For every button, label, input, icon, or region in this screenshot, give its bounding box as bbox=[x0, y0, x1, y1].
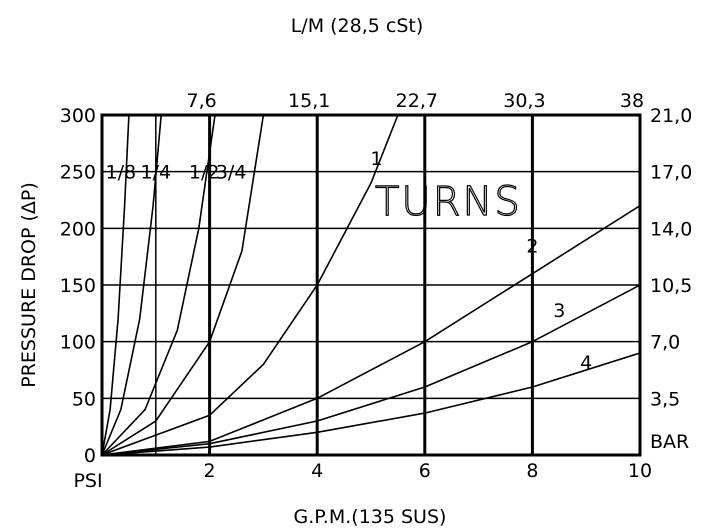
turns-annotation: TURNS bbox=[375, 179, 522, 225]
top-tick-label: 7,6 bbox=[186, 90, 216, 112]
chart-title: L/M (28,5 cSt) bbox=[291, 15, 424, 37]
curves: 1/8 1/4 1/23/4 1 2 3 4 bbox=[101, 114, 641, 456]
curve-label: 1/4 bbox=[141, 162, 172, 184]
x-tick-label: 6 bbox=[419, 460, 431, 482]
plot-frame bbox=[100, 113, 642, 457]
curve-1 bbox=[101, 114, 399, 456]
right-tick-label: 17,0 bbox=[650, 162, 692, 184]
x-tick-label: 4 bbox=[311, 460, 323, 482]
top-tick-label: 22,7 bbox=[396, 90, 438, 112]
curve-1-8 bbox=[101, 114, 130, 456]
y-tick-label: 250 bbox=[60, 162, 96, 184]
tick-labels: 0 50 100 150 200 250 300 2 4 6 8 10 7,6 15,1 22,7 30,3 3… bbox=[60, 90, 693, 482]
top-tick-label: 30,3 bbox=[503, 90, 545, 112]
curve-4 bbox=[101, 352, 641, 456]
curve-1-2 bbox=[101, 114, 216, 456]
y-tick-label: 150 bbox=[60, 275, 96, 297]
curve-label: 2 bbox=[526, 235, 538, 257]
right-tick-label: 10,5 bbox=[650, 275, 692, 297]
curve-3-4 bbox=[101, 114, 265, 456]
curve-label: 1/8 bbox=[106, 162, 137, 184]
curve-label: 1/2 bbox=[189, 162, 220, 184]
top-tick-label: 38 bbox=[620, 90, 644, 112]
y-unit-right: BAR bbox=[650, 431, 689, 453]
y-tick-label: 200 bbox=[60, 218, 96, 240]
y-tick-label: 100 bbox=[60, 332, 96, 354]
right-tick-label: 14,0 bbox=[650, 218, 692, 240]
curve-2 bbox=[101, 205, 641, 456]
right-tick-label: 3,5 bbox=[650, 388, 680, 410]
x-tick-label: 2 bbox=[204, 460, 216, 482]
grid bbox=[102, 115, 640, 455]
curve-3 bbox=[101, 284, 641, 456]
y-tick-label: 0 bbox=[84, 445, 96, 467]
y-unit-left: PSI bbox=[73, 470, 102, 492]
y-tick-label: 300 bbox=[60, 105, 96, 127]
x-tick-label: 8 bbox=[526, 460, 538, 482]
right-tick-label: 21,0 bbox=[650, 105, 692, 127]
curve-label: 3 bbox=[553, 300, 565, 322]
y-tick-label: 50 bbox=[72, 388, 96, 410]
right-tick-label: 7,0 bbox=[650, 332, 680, 354]
curve-label: 4 bbox=[580, 352, 592, 374]
x-tick-label: 10 bbox=[628, 460, 652, 482]
y-axis-label: PRESSURE DROP (ΔP) bbox=[18, 182, 40, 388]
curve-label: 3/4 bbox=[216, 162, 247, 184]
curve-label: 1 bbox=[370, 148, 382, 170]
top-tick-label: 15,1 bbox=[288, 90, 330, 112]
curve-1-4 bbox=[101, 114, 162, 456]
x-axis-label: G.P.M.(135 SUS) bbox=[294, 506, 447, 528]
